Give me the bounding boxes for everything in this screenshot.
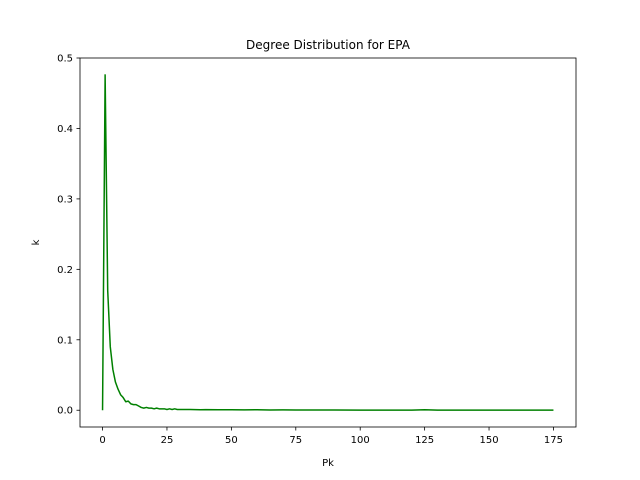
x-axis-label: Pk	[322, 458, 334, 469]
chart-title: Degree Distribution for EPA	[246, 38, 411, 52]
y-tick-label: 0.1	[57, 335, 73, 346]
plot-layer	[101, 74, 554, 411]
y-tick-label: 0.3	[57, 194, 73, 205]
x-tick-label: 125	[415, 435, 434, 446]
y-axis-label: k	[31, 239, 42, 245]
x-tick-label: 175	[544, 435, 563, 446]
x-tick-label: 50	[225, 435, 238, 446]
x-tick-label: 25	[161, 435, 174, 446]
y-tick-label: 0.5	[57, 54, 73, 65]
x-axis-ticks: 0 25 50 75 100 125 150 175	[99, 427, 563, 446]
y-axis-ticks: 0.0 0.1 0.2 0.3 0.4 0.5	[57, 54, 80, 417]
series-line	[101, 74, 554, 411]
x-tick-label: 75	[289, 435, 302, 446]
x-tick-label: 100	[351, 435, 370, 446]
y-tick-label: 0.0	[57, 406, 73, 417]
y-tick-label: 0.4	[57, 124, 73, 135]
x-tick-label: 0	[99, 435, 105, 446]
y-tick-label: 0.2	[57, 265, 73, 276]
plot-frame	[79, 57, 577, 428]
x-tick-label: 150	[479, 435, 498, 446]
